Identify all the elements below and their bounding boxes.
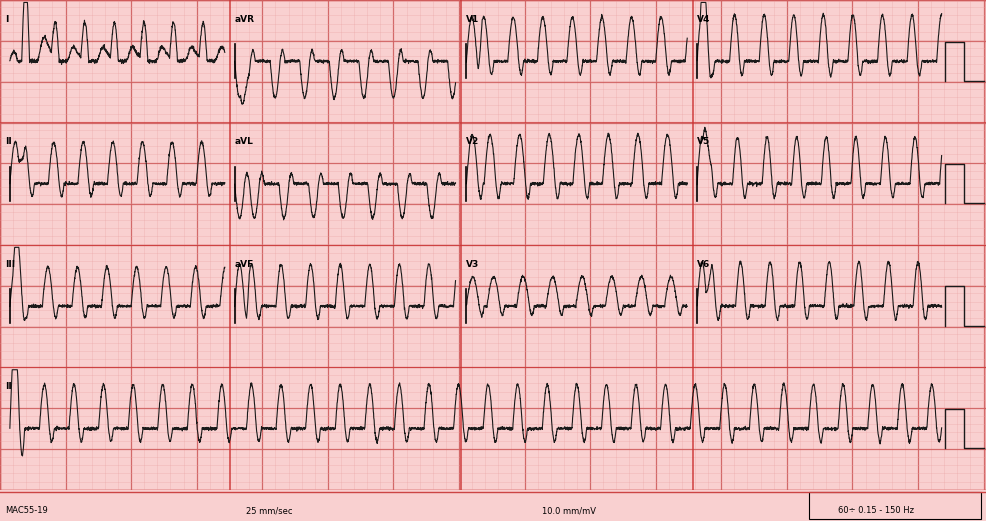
Text: II: II [5,137,12,146]
Text: V1: V1 [466,15,479,23]
Text: V2: V2 [466,137,479,146]
Text: 60÷ 0.15 - 150 Hz: 60÷ 0.15 - 150 Hz [838,506,914,515]
Text: V4: V4 [697,15,711,23]
Text: I: I [5,15,8,23]
Text: V5: V5 [697,137,710,146]
Text: II: II [5,382,12,391]
Text: V6: V6 [697,259,710,268]
Text: aVL: aVL [235,137,253,146]
Bar [809,492,981,519]
Text: 10.0 mm/mV: 10.0 mm/mV [542,506,597,515]
Text: aVR: aVR [235,15,254,23]
Text: III: III [5,259,15,268]
Text: aVF: aVF [235,259,254,268]
Text: MAC55-19: MAC55-19 [5,506,47,515]
Text: V3: V3 [466,259,479,268]
Text: 25 mm/sec: 25 mm/sec [246,506,293,515]
